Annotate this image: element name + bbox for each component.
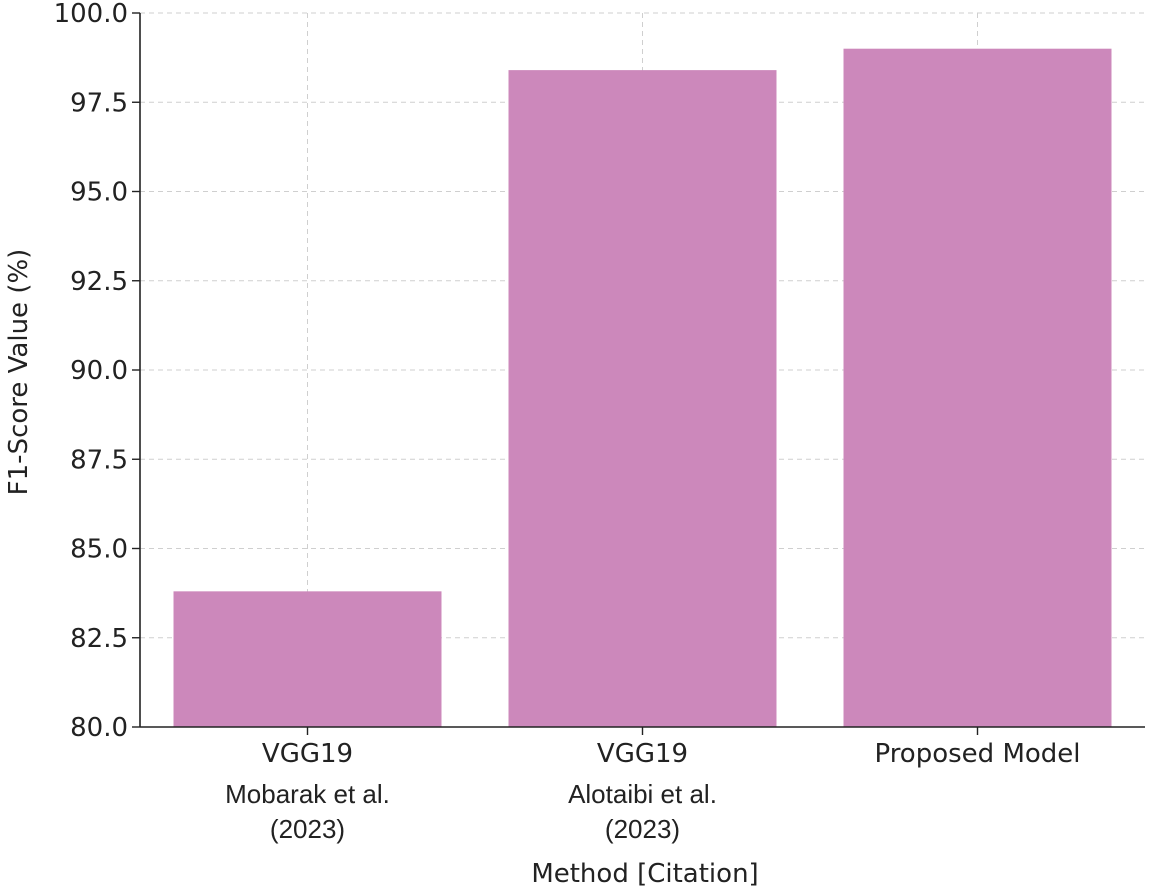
bar: [508, 70, 777, 728]
y-tick-label: 87.5: [70, 445, 128, 475]
bar: [843, 48, 1112, 727]
x-tick-label-method: VGG19: [597, 739, 688, 769]
y-axis-label: F1-Score Value (%): [4, 249, 34, 496]
y-tick-label: 80.0: [70, 713, 128, 743]
y-tick-label: 85.0: [70, 535, 128, 565]
x-tick-label-method: VGG19: [262, 739, 353, 769]
y-tick-label: 90.0: [70, 356, 128, 386]
x-tick-label-method: Proposed Model: [874, 739, 1080, 769]
y-ticks: 80.0 82.5 85.0 87.5 90.0 92.5 95.0 97.5 100.0: [54, 0, 140, 743]
y-tick-label: 82.5: [70, 624, 128, 654]
x-tick-label-citation: Alotaibi et al.: [568, 779, 717, 809]
x-tick-label-citation: Mobarak et al.: [225, 779, 390, 809]
x-tick-label-year: (2023): [270, 814, 345, 844]
x-axis-label: Method [Citation]: [531, 859, 758, 889]
x-ticks: VGG19 Mobarak et al. (2023) VGG19 Alotaibi e…: [225, 727, 1081, 844]
y-tick-label: 100.0: [54, 0, 128, 29]
y-tick-label: 92.5: [70, 267, 128, 297]
bars: [173, 48, 1112, 728]
x-tick-label-year: (2023): [605, 814, 680, 844]
y-tick-label: 95.0: [70, 178, 128, 208]
bar: [173, 591, 442, 727]
y-tick-label: 97.5: [70, 88, 128, 118]
